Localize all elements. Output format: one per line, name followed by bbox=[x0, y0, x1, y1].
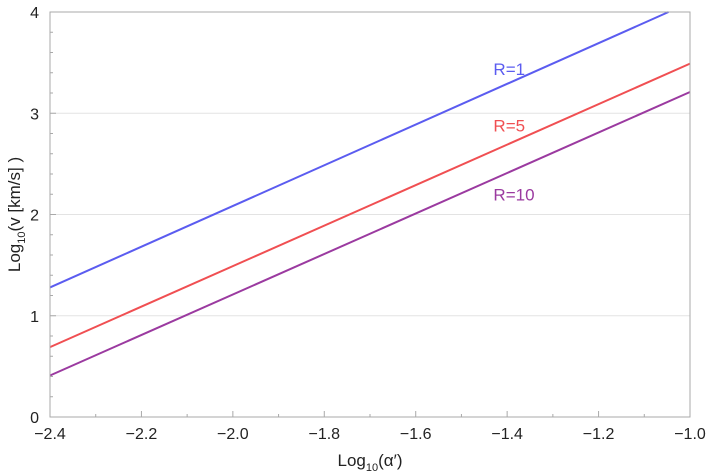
series-line-R=5 bbox=[49, 62, 691, 349]
y-axis-title-rest: (v [km/s] ) bbox=[5, 157, 24, 232]
x-axis-title-main: Log bbox=[338, 451, 366, 470]
series-label-R=10: R=10 bbox=[493, 185, 534, 204]
x-axis-title: Log10(α′) bbox=[338, 451, 403, 474]
y-tick-label: 1 bbox=[30, 309, 39, 326]
y-tick-label: 4 bbox=[30, 5, 39, 22]
series-line-R=1 bbox=[49, 11, 669, 289]
x-axis-title-rest: (α′) bbox=[378, 451, 402, 470]
series-label-R=1: R=1 bbox=[493, 60, 525, 79]
x-tick-label: −1.8 bbox=[308, 426, 340, 443]
tick-layer: −2.4 −2.2 −2.0 −1.8 −1.6 −1.4 −1.2 −1.0 0 1 2 3 4 bbox=[30, 5, 706, 443]
y-axis-title-sub: 10 bbox=[16, 231, 28, 243]
y-tick-label: 2 bbox=[30, 208, 39, 225]
x-tick-label: −2.2 bbox=[126, 426, 158, 443]
y-axis-title: Log10(v [km/s] ) bbox=[5, 157, 28, 272]
x-tick-label: −1.4 bbox=[491, 426, 523, 443]
series-line-R=10 bbox=[49, 91, 691, 377]
series-layer: R=1 R=5 R=10 bbox=[49, 11, 691, 377]
grid-layer bbox=[50, 112, 690, 317]
x-tick-label: −2.0 bbox=[217, 426, 249, 443]
x-tick-label: −1.0 bbox=[674, 426, 706, 443]
series-label-R=5: R=5 bbox=[493, 116, 525, 135]
y-axis-title-main: Log bbox=[5, 244, 24, 272]
x-axis-title-sub: 10 bbox=[366, 462, 378, 474]
x-tick-label: −1.2 bbox=[583, 426, 615, 443]
x-tick-label: −1.6 bbox=[400, 426, 432, 443]
y-tick-label: 3 bbox=[30, 106, 39, 123]
x-tick-label: −2.4 bbox=[34, 426, 66, 443]
y-tick-label: 0 bbox=[30, 410, 39, 427]
